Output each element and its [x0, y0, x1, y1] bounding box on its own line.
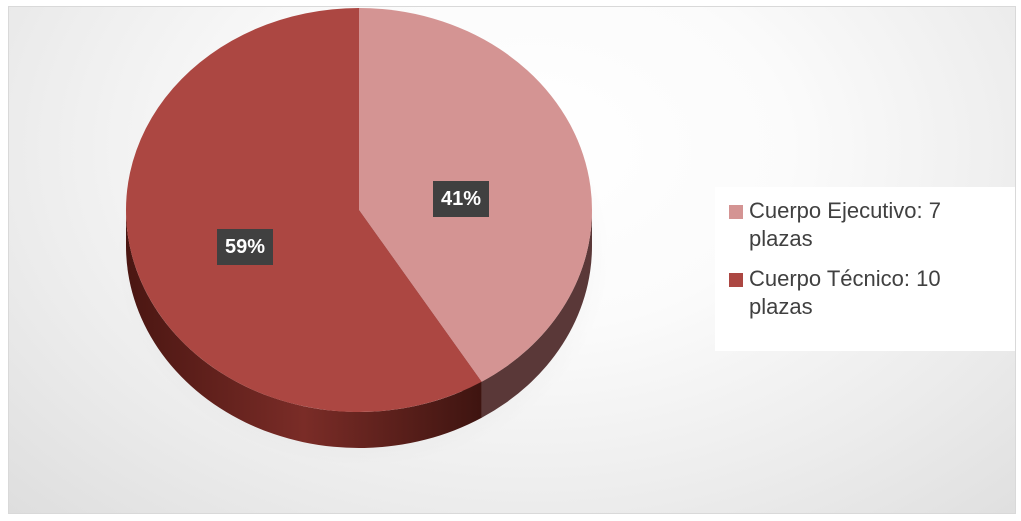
pie-side-ejecutivo — [481, 210, 592, 418]
legend-swatch-ejecutivo — [729, 205, 743, 219]
pie-side-tecnico — [126, 210, 482, 448]
chart-area: 41% 59% Cuerpo Ejecutivo: 7 plazas Cuerp… — [8, 6, 1016, 514]
pie-slice-tecnico — [126, 8, 482, 412]
legend: Cuerpo Ejecutivo: 7 plazas Cuerpo Técnic… — [715, 187, 1015, 351]
legend-label-tecnico: Cuerpo Técnico: 10 plazas — [749, 266, 941, 319]
legend-label-ejecutivo: Cuerpo Ejecutivo: 7 plazas — [749, 198, 941, 251]
pie-chart — [116, 8, 610, 466]
legend-item-tecnico: Cuerpo Técnico: 10 plazas — [729, 265, 1005, 321]
legend-swatch-tecnico — [729, 273, 743, 287]
data-label-ejecutivo: 41% — [433, 181, 490, 217]
data-label-tecnico: 59% — [217, 229, 274, 265]
legend-item-ejecutivo: Cuerpo Ejecutivo: 7 plazas — [729, 197, 1005, 253]
